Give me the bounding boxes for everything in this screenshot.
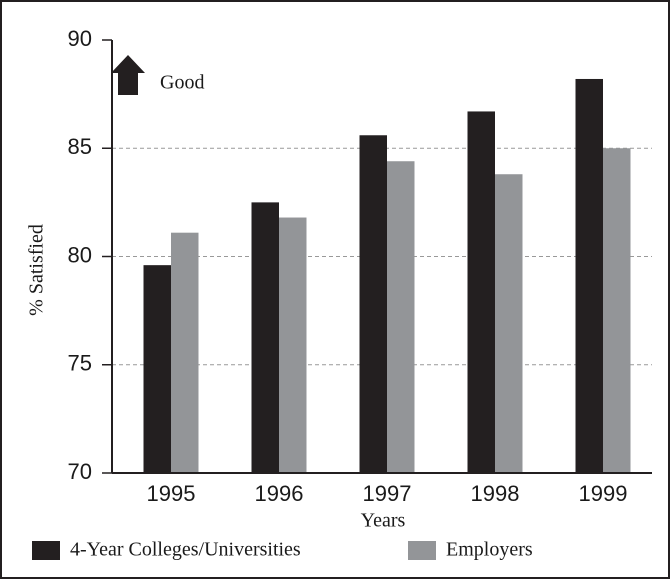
bar (575, 78, 603, 473)
bar (171, 232, 199, 473)
annotation: Good (160, 72, 204, 94)
y-axis-label: % Satisfied (26, 224, 48, 316)
legend-swatch (32, 541, 60, 560)
x-tick-label: 1998 (471, 481, 520, 506)
bar (495, 174, 523, 474)
x-axis-label: Years (361, 510, 406, 532)
legend-label: 4-Year Colleges/Universities (70, 539, 301, 561)
arrow-icon (111, 55, 145, 95)
bar (359, 135, 387, 473)
bar (387, 161, 415, 474)
legend-label: Employers (446, 539, 533, 561)
bar (603, 148, 631, 473)
legend-swatch (408, 541, 436, 560)
y-tick-label: 75 (68, 351, 92, 376)
y-tick-label: 85 (68, 134, 92, 159)
bar (143, 265, 171, 473)
x-tick-label: 1999 (579, 481, 628, 506)
bar (279, 217, 307, 473)
x-tick-label: 1995 (147, 481, 196, 506)
x-tick-label: 1996 (255, 481, 304, 506)
y-tick-label: 70 (68, 459, 92, 484)
bar (251, 202, 279, 473)
y-tick-label: 80 (68, 242, 92, 267)
y-tick-label: 90 (68, 26, 92, 51)
bar (467, 111, 495, 473)
x-tick-label: 1997 (363, 481, 412, 506)
